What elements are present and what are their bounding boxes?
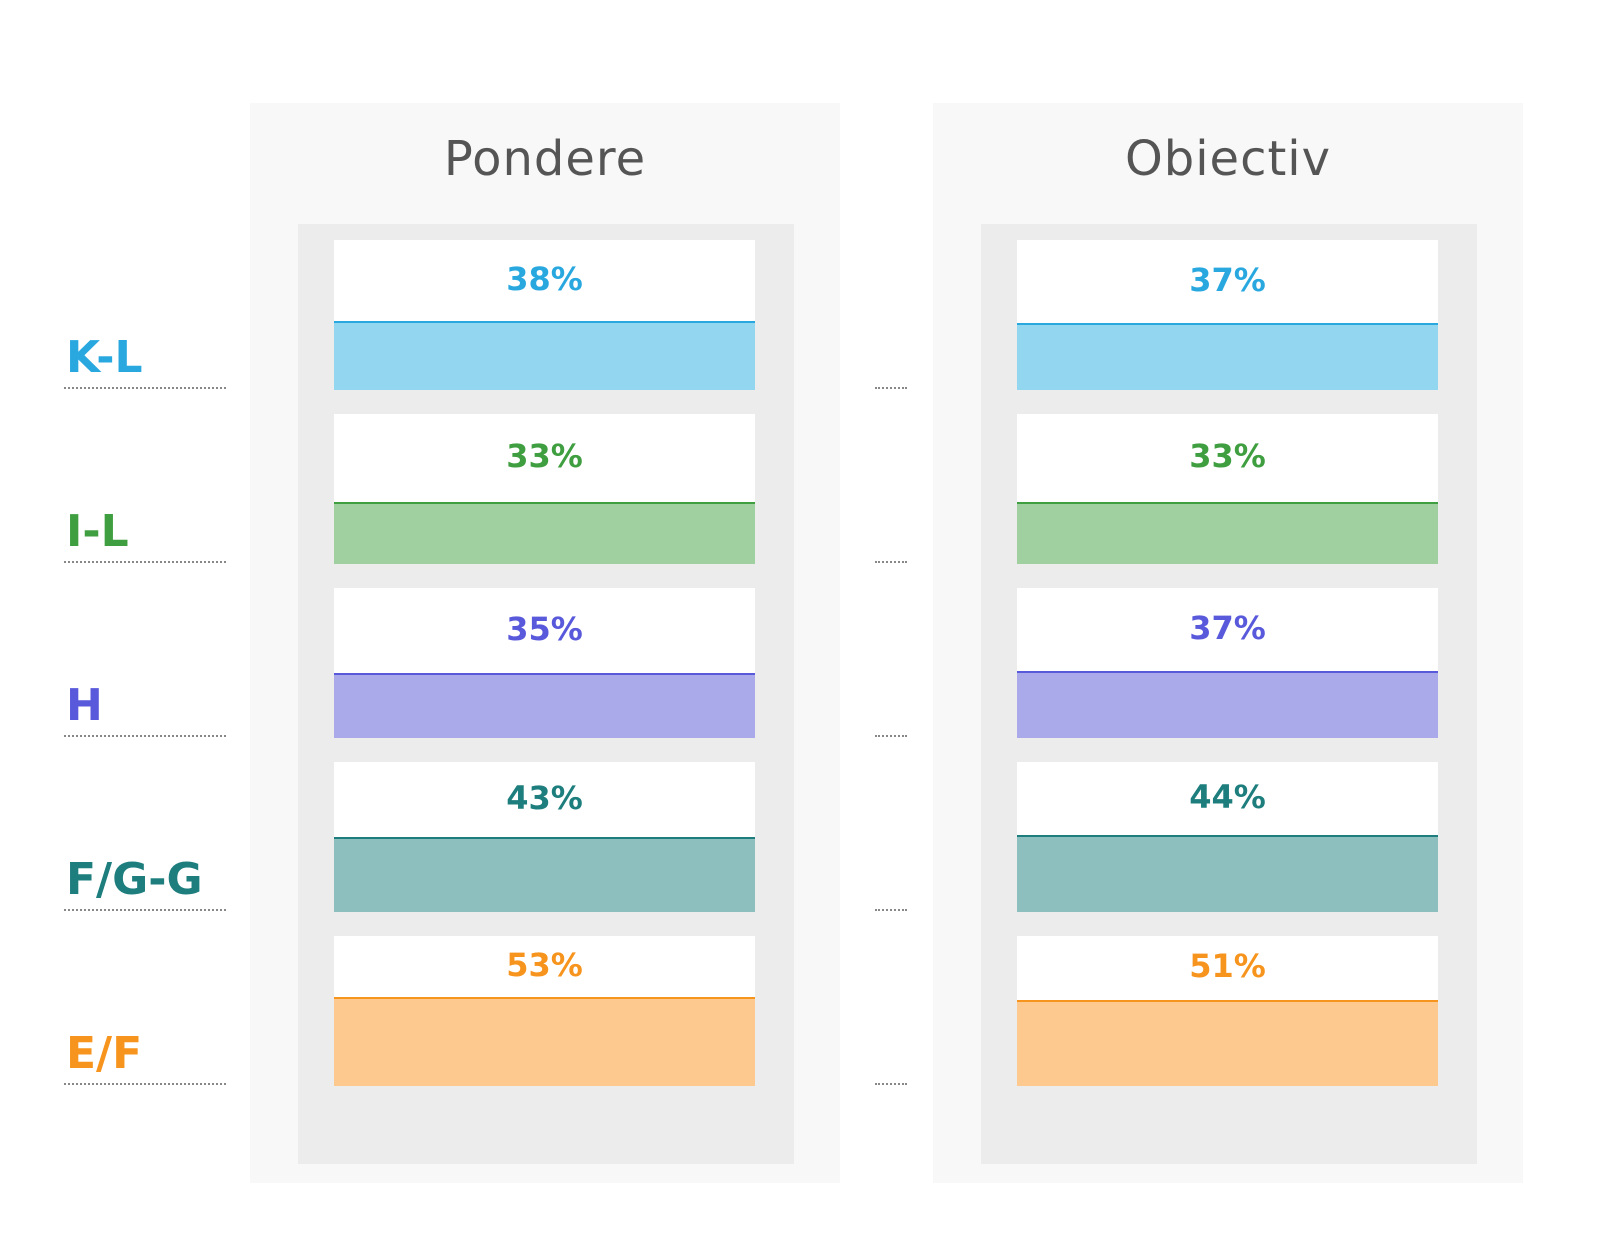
category-label: H	[66, 680, 103, 731]
series-title: Obiectiv	[1124, 131, 1332, 187]
leader-dots	[875, 561, 907, 563]
bar-card: 51%	[1017, 936, 1438, 1086]
data-label: 38%	[506, 259, 583, 298]
bar	[334, 321, 755, 390]
leader-dots	[875, 387, 907, 389]
data-label: 43%	[506, 778, 583, 817]
bar-card: 33%	[1017, 414, 1438, 564]
series-title: Pondere	[443, 131, 647, 187]
data-label: 44%	[1189, 777, 1266, 816]
bar	[334, 997, 755, 1086]
leader-dots	[64, 1083, 226, 1085]
bar-card: 33%	[334, 414, 755, 564]
leader-dots	[875, 1083, 907, 1085]
category-label: F/G-G	[66, 854, 203, 905]
category-label: K-L	[66, 332, 143, 383]
bar-card: 53%	[334, 936, 755, 1086]
bar	[1017, 323, 1438, 390]
bar-card: 35%	[334, 588, 755, 738]
bar-card: 43%	[334, 762, 755, 912]
data-label: 33%	[506, 437, 583, 475]
leader-dots	[875, 909, 907, 911]
bar-card: 37%	[1017, 588, 1438, 738]
bar	[334, 502, 755, 564]
data-label: 37%	[1189, 608, 1266, 647]
data-label: 51%	[1189, 947, 1266, 985]
bar	[334, 673, 755, 738]
bar	[334, 837, 755, 912]
bar-card: 38%	[334, 240, 755, 390]
bar	[1017, 835, 1438, 912]
leader-dots	[64, 387, 226, 389]
category-label: E/F	[66, 1028, 143, 1079]
leader-dots	[64, 909, 226, 911]
bar-card: 37%	[1017, 240, 1438, 390]
bar	[1017, 1000, 1438, 1086]
data-label: 37%	[1189, 260, 1266, 299]
bar	[1017, 502, 1438, 564]
data-label: 53%	[506, 945, 583, 984]
data-label: 35%	[506, 609, 583, 648]
leader-dots	[64, 561, 226, 563]
leader-dots	[875, 735, 907, 737]
category-label: I-L	[66, 506, 129, 557]
leader-dots	[64, 735, 226, 737]
bar-card: 44%	[1017, 762, 1438, 912]
bar	[1017, 671, 1438, 738]
data-label: 33%	[1189, 437, 1266, 475]
